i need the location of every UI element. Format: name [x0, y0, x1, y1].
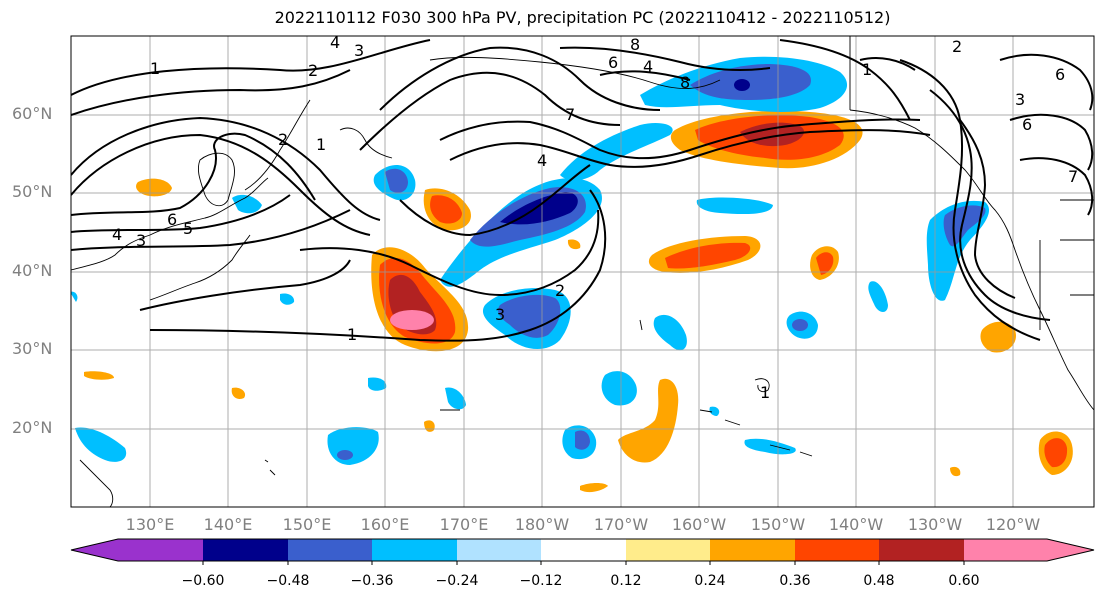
contour-label: 3: [495, 305, 505, 324]
colorbar-tick: −0.48: [266, 573, 310, 589]
contour-label: 1: [347, 325, 357, 344]
colorbar-swatch: [626, 539, 710, 561]
contour-label: 2: [952, 37, 962, 56]
lon-label: 150°W: [750, 515, 806, 534]
contour-label: 3: [354, 41, 364, 60]
colorbar-swatch: [457, 539, 541, 561]
contour-label: 2: [555, 281, 565, 300]
lon-label: 130°E: [125, 515, 175, 534]
lon-label: 170°E: [439, 515, 489, 534]
colorbar-swatch: [795, 539, 879, 561]
colorbar-tick: −0.12: [519, 573, 563, 589]
colorbar-tick: −0.24: [435, 573, 479, 589]
colorbar-swatch: [372, 539, 457, 561]
colorbar-swatch: [710, 539, 795, 561]
lon-label: 140°W: [828, 515, 884, 534]
contour-label: 1: [862, 60, 872, 79]
lon-label: 170°W: [593, 515, 649, 534]
plot-frame: [70, 35, 1095, 508]
colorbar-tick: 0.60: [948, 573, 980, 589]
colorbar-extend-low: [71, 539, 118, 561]
pv-contours: [71, 39, 1094, 342]
lat-label: 60°N: [12, 104, 53, 123]
contour-label: 7: [1068, 167, 1078, 186]
colorbar-tick: −0.36: [350, 573, 394, 589]
lon-label: 160°W: [671, 515, 727, 534]
contour-label: 2: [278, 130, 288, 149]
lon-label: 130°W: [907, 515, 963, 534]
lon-label: 150°E: [282, 515, 332, 534]
contour-label: 6: [608, 53, 618, 72]
graticule: [71, 36, 1094, 507]
colorbar-tick: −0.60: [181, 573, 225, 589]
precip-shading: [71, 56, 1073, 493]
contour-label: 6: [1055, 65, 1065, 84]
lat-label: 40°N: [12, 261, 53, 280]
contour-label: 8: [630, 35, 640, 54]
lon-label: 180°W: [514, 515, 570, 534]
colorbar-tick: 0.48: [863, 573, 895, 589]
colorbar-swatch: [203, 539, 288, 561]
contour-label: 1: [316, 135, 326, 154]
contour-label: 2: [308, 61, 318, 80]
contour-label: 4: [643, 57, 653, 76]
contour-label: 3: [1015, 90, 1025, 109]
colorbar-swatch: [118, 539, 203, 561]
contour-labels: 1 2 4 3 2 1 4 3 6 5 1 3 2 4 7 8 6 4 8 1 …: [112, 33, 1078, 402]
colorbar-swatch: [541, 539, 626, 561]
colorbar-outline: [70, 538, 1095, 562]
map-title: 2022110112 F030 300 hPa PV, precipitatio…: [274, 8, 891, 27]
lat-label: 50°N: [12, 182, 53, 201]
contour-label: 1: [760, 383, 770, 402]
colorbar-swatch: [288, 539, 372, 561]
colorbar-extend-high: [1047, 539, 1094, 561]
lat-label: 30°N: [12, 339, 53, 358]
contour-label: 4: [112, 225, 122, 244]
colorbar-swatch: [879, 539, 964, 561]
lon-label: 120°W: [985, 515, 1041, 534]
coastlines: [71, 36, 1094, 507]
lat-label: 20°N: [12, 418, 53, 437]
colorbar-tick: 0.12: [610, 573, 642, 589]
contour-label: 6: [1022, 115, 1032, 134]
colorbar-swatch: [964, 539, 1047, 561]
contour-label: 8: [680, 73, 690, 92]
contour-label: 7: [565, 105, 575, 124]
contour-label: 5: [183, 219, 193, 238]
contour-label: 1: [150, 59, 160, 78]
colorbar-tick: 0.36: [779, 573, 811, 589]
colorbar-tick: 0.24: [694, 573, 726, 589]
lon-label: 160°E: [360, 515, 410, 534]
colorbar: [70, 538, 1095, 565]
contour-label: 6: [167, 210, 177, 229]
contour-label: 4: [537, 151, 547, 170]
lon-label: 140°E: [203, 515, 253, 534]
contour-label: 4: [330, 33, 340, 52]
contour-label: 3: [136, 231, 146, 250]
